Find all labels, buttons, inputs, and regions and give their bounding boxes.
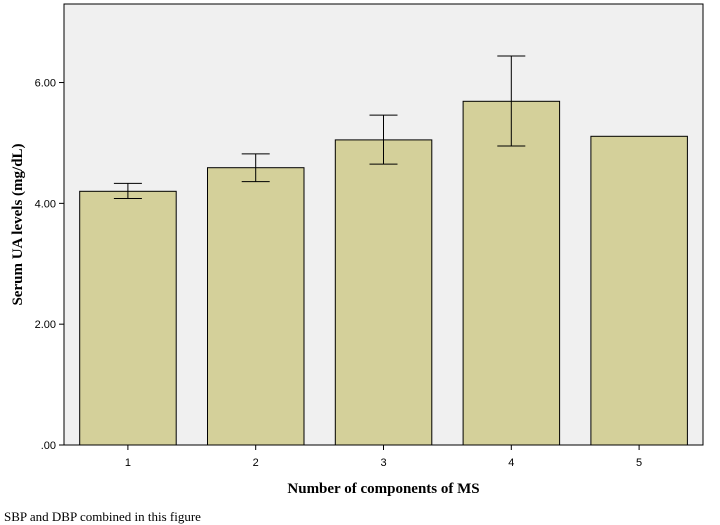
y-axis-title: Serum UA levels (mg/dL) <box>10 143 26 305</box>
bar-1 <box>79 190 177 446</box>
error-bar-1 <box>113 182 142 200</box>
x-tick-label: 2 <box>253 457 259 469</box>
bar-5 <box>590 135 688 446</box>
x-tick-label: 4 <box>508 457 514 469</box>
y-tick-label: .00 <box>41 440 56 452</box>
x-tick-label: 5 <box>636 457 642 469</box>
bar-4 <box>462 100 561 446</box>
figure-footnote: SBP and DBP combined in this figure <box>4 509 201 524</box>
error-bar-3 <box>369 114 398 165</box>
y-tick-label: 4.00 <box>35 198 56 210</box>
error-bar-4 <box>497 55 526 147</box>
y-tick-label: 2.00 <box>35 319 56 331</box>
x-tick-label: 3 <box>380 457 386 469</box>
bar-3 <box>334 139 433 446</box>
bar-2 <box>207 167 305 446</box>
y-tick-label: 6.00 <box>35 78 56 90</box>
x-tick-label: 1 <box>125 457 131 469</box>
error-bar-2 <box>241 153 270 183</box>
x-axis-title: Number of components of MS <box>287 481 479 497</box>
